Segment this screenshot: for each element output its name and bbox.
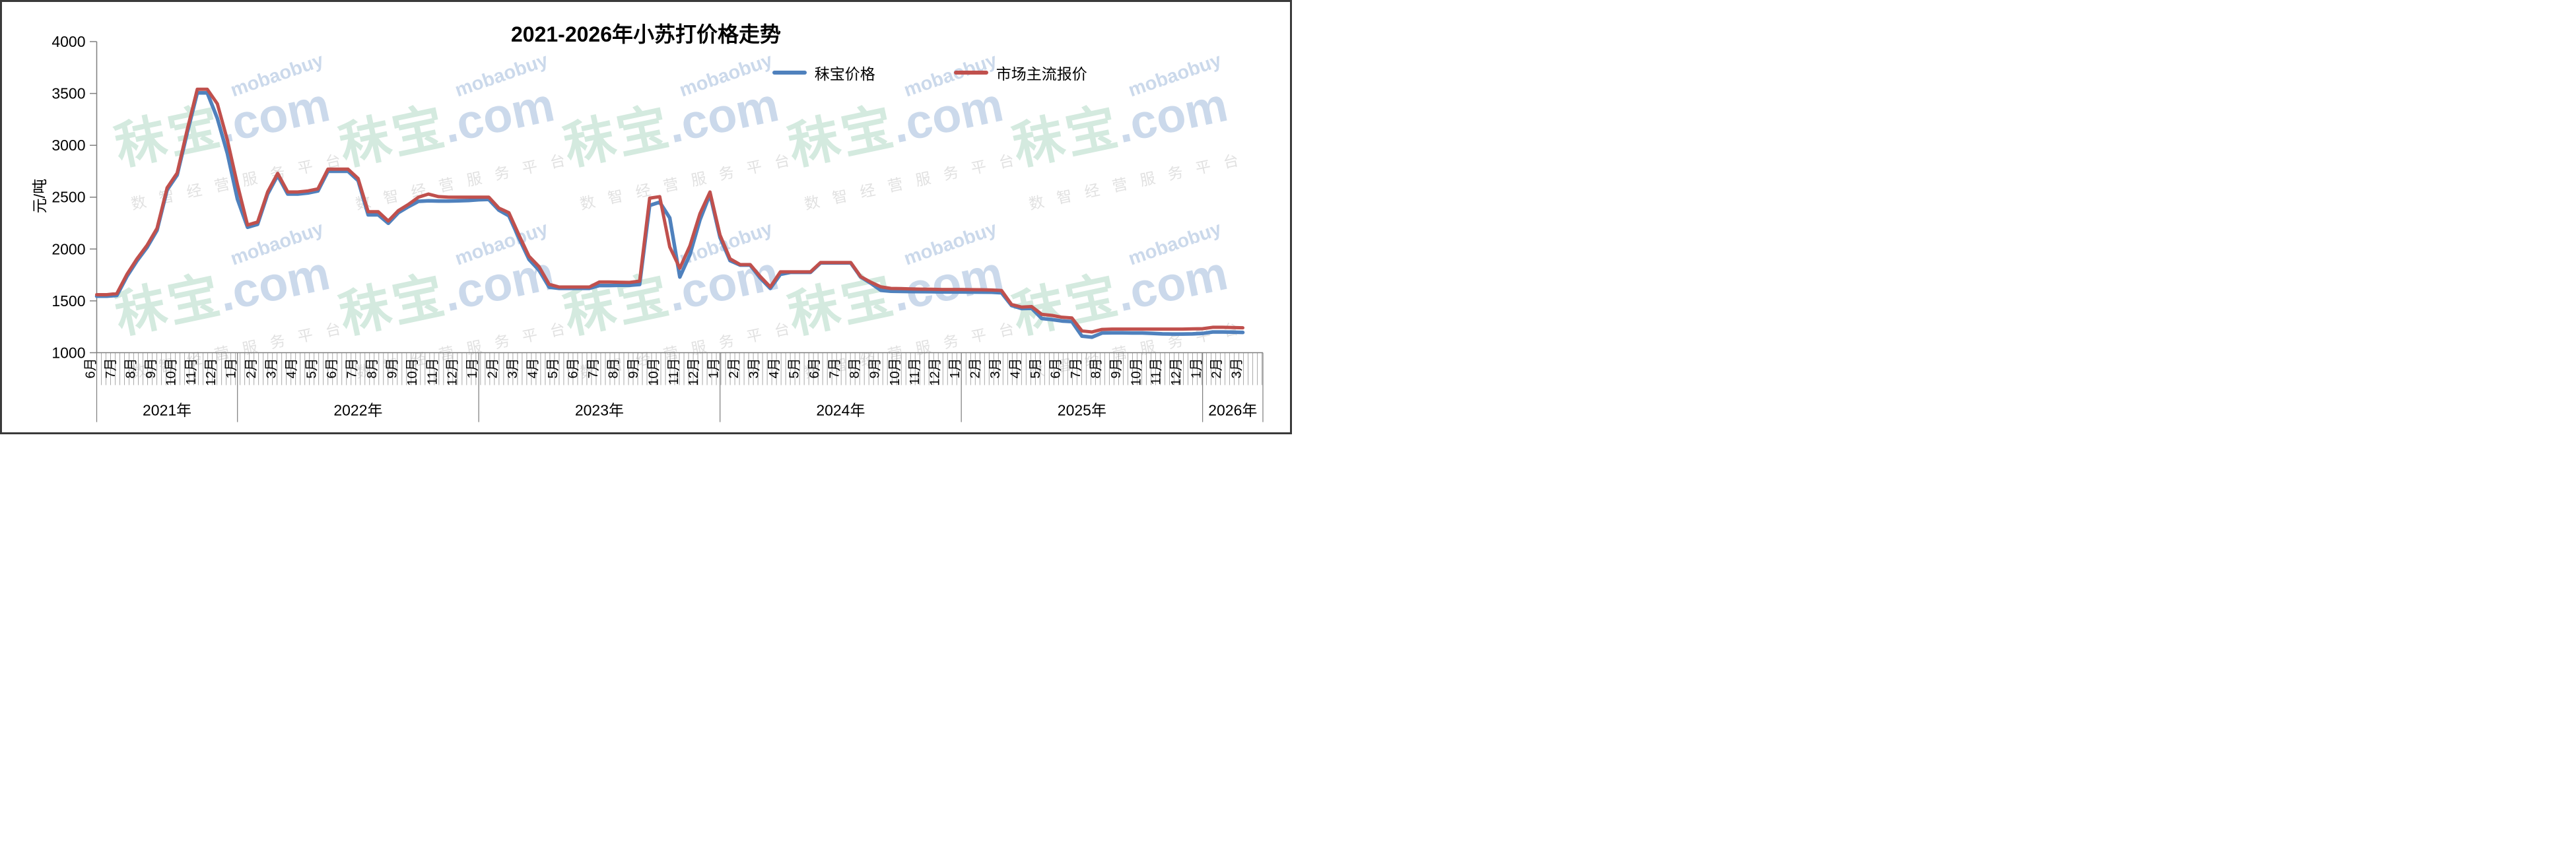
year-label: 2024年 [816, 401, 865, 418]
month-label: 1月 [1190, 358, 1204, 378]
legend-label: 秣宝价格 [814, 65, 875, 83]
chart-frame: 秣宝 .com mobaobuy 数智经营服务平台 秣宝 .com mobaobuy 数智经营… [0, 0, 1292, 434]
month-label: 12月 [1169, 358, 1184, 385]
svg-text:秣宝: 秣宝 [335, 98, 452, 176]
svg-text:秣宝: 秣宝 [784, 98, 900, 176]
month-label: 7月 [586, 358, 601, 378]
month-label: 4月 [1009, 358, 1023, 378]
month-label: 2月 [244, 358, 259, 378]
axes: 4000 3500 3000 2500 2000 1500 1000 [51, 33, 1263, 361]
series-line-market-price [95, 87, 1245, 334]
y-tick-label: 1000 [51, 344, 85, 361]
month-label: 7月 [345, 358, 359, 378]
month-label: 7月 [104, 358, 118, 378]
svg-text:秣宝: 秣宝 [784, 267, 900, 345]
month-label: 9月 [1109, 358, 1124, 378]
legend-swatch-blue-line [772, 71, 807, 75]
month-label: 2月 [727, 358, 741, 378]
month-label: 1月 [948, 358, 963, 378]
x-axis: 6月 7月 8月 9月 10月 11月 12月 1月 2月 3月 4月 5月 6月 7月 8月 9月 10月 11… [84, 352, 1264, 422]
x-axis-weekly-ticks [96, 352, 1263, 385]
month-label: 9月 [144, 358, 158, 378]
svg-text:秣宝: 秣宝 [559, 98, 676, 176]
month-label: 8月 [606, 358, 621, 378]
month-label: 1月 [465, 358, 480, 378]
month-label: 10月 [646, 358, 661, 385]
year-label: 2022年 [333, 401, 382, 418]
month-label: 5月 [546, 358, 560, 378]
chart-title: 2021-2026年小苏打价格走势 [510, 22, 782, 46]
month-label: 2月 [486, 358, 500, 378]
month-label: 10月 [888, 358, 902, 385]
year-label: 2021年 [143, 401, 191, 418]
month-label: 11月 [184, 358, 199, 385]
month-label: 6月 [325, 358, 339, 378]
month-label: 8月 [848, 358, 862, 378]
year-label: 2025年 [1058, 401, 1106, 418]
month-label: 10月 [1129, 358, 1143, 385]
year-label: 2026年 [1208, 401, 1257, 418]
month-label: 12月 [204, 358, 219, 385]
month-label: 6月 [566, 358, 580, 378]
month-label: 1月 [224, 358, 239, 378]
y-tick-label: 3500 [51, 85, 85, 102]
month-label: 3月 [747, 358, 762, 378]
month-label: 7月 [827, 358, 842, 378]
month-label: 11月 [908, 358, 922, 385]
month-label: 12月 [928, 358, 943, 385]
month-label: 7月 [1069, 358, 1083, 378]
month-label: 5月 [305, 358, 320, 378]
month-label: 4月 [526, 358, 541, 378]
month-label: 12月 [446, 358, 460, 385]
month-label: 11月 [1149, 358, 1164, 385]
legend-item-momo-price: 秣宝价格 [772, 61, 875, 84]
month-label: 1月 [707, 358, 722, 378]
month-label: 5月 [787, 358, 801, 378]
month-label: 11月 [425, 358, 440, 385]
month-label: 12月 [687, 358, 701, 385]
series-line-momo-price [94, 91, 1245, 339]
month-label: 6月 [84, 358, 98, 378]
month-label: 10月 [405, 358, 420, 385]
month-label: 8月 [1089, 358, 1103, 378]
y-tick-label: 2000 [51, 240, 85, 257]
year-label: 2023年 [575, 401, 624, 418]
legend-label: 市场主流报价 [996, 65, 1087, 83]
month-label: 8月 [365, 358, 380, 378]
y-axis-title: 元/吨 [31, 178, 48, 214]
svg-text:秣宝: 秣宝 [559, 267, 676, 345]
month-label: 3月 [506, 358, 520, 378]
month-label: 10月 [164, 358, 178, 385]
month-label: 2月 [1209, 358, 1224, 378]
month-label: 9月 [627, 358, 641, 378]
month-label: 3月 [988, 358, 1003, 378]
month-label: 6月 [1048, 358, 1063, 378]
month-label: 11月 [667, 358, 681, 385]
y-tick-label: 3000 [51, 137, 85, 154]
y-tick-label: 4000 [51, 33, 85, 50]
month-label: 3月 [1230, 358, 1244, 378]
month-label: 2月 [968, 358, 983, 378]
month-label: 6月 [807, 358, 822, 378]
legend-item-market-price: 市场主流报价 [953, 61, 1087, 84]
month-label: 3月 [265, 358, 279, 378]
svg-text:秣宝: 秣宝 [1008, 98, 1125, 176]
month-label: 8月 [123, 358, 138, 378]
svg-text:秣宝: 秣宝 [335, 267, 452, 345]
legend-swatch-red-line [953, 71, 988, 75]
month-label: 9月 [867, 358, 882, 378]
month-label: 5月 [1029, 358, 1043, 378]
y-tick-label: 1500 [51, 292, 85, 310]
month-label: 9月 [385, 358, 399, 378]
svg-text:秣宝: 秣宝 [110, 98, 227, 176]
price-trend-chart: 秣宝.commobaobuy数智经营服务平台秣宝.commobaobuy数智经营… [51, 33, 1264, 422]
month-label: 4月 [285, 358, 299, 378]
month-label: 4月 [767, 358, 782, 378]
y-tick-label: 2500 [51, 189, 85, 206]
